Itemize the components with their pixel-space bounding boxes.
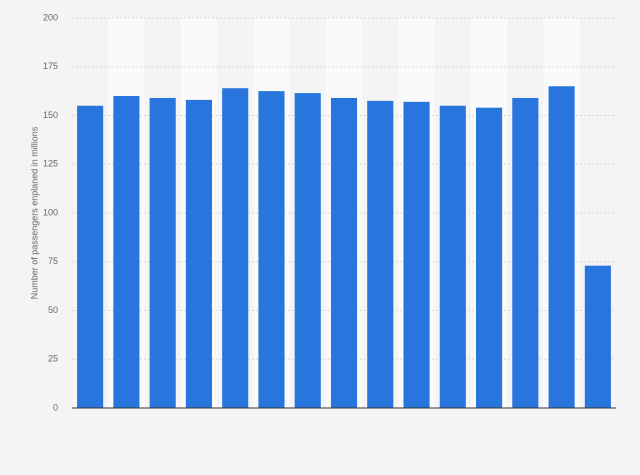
y-tick-label: 200 <box>43 12 58 22</box>
bar <box>330 97 358 408</box>
bar <box>185 99 212 409</box>
y-tick-label: 75 <box>48 256 58 266</box>
y-tick-label: 150 <box>43 110 58 120</box>
bar <box>77 105 104 408</box>
bar <box>294 93 321 408</box>
bar <box>512 97 539 408</box>
y-tick-label: 100 <box>43 207 58 217</box>
y-tick-label: 125 <box>43 159 58 169</box>
bar <box>149 97 176 408</box>
bar <box>367 100 394 408</box>
bar <box>222 88 249 408</box>
bar <box>476 107 503 408</box>
y-tick-label: 0 <box>53 402 58 412</box>
bar <box>584 265 611 408</box>
bar <box>113 96 140 408</box>
y-axis-label: Number of passengers enplaned in million… <box>29 126 39 299</box>
y-tick-label: 175 <box>43 61 58 71</box>
y-tick-label: 50 <box>48 305 58 315</box>
bar <box>403 101 430 408</box>
bar <box>548 86 575 408</box>
bar <box>258 91 285 408</box>
y-tick-label: 25 <box>48 354 58 364</box>
bar <box>439 105 466 408</box>
